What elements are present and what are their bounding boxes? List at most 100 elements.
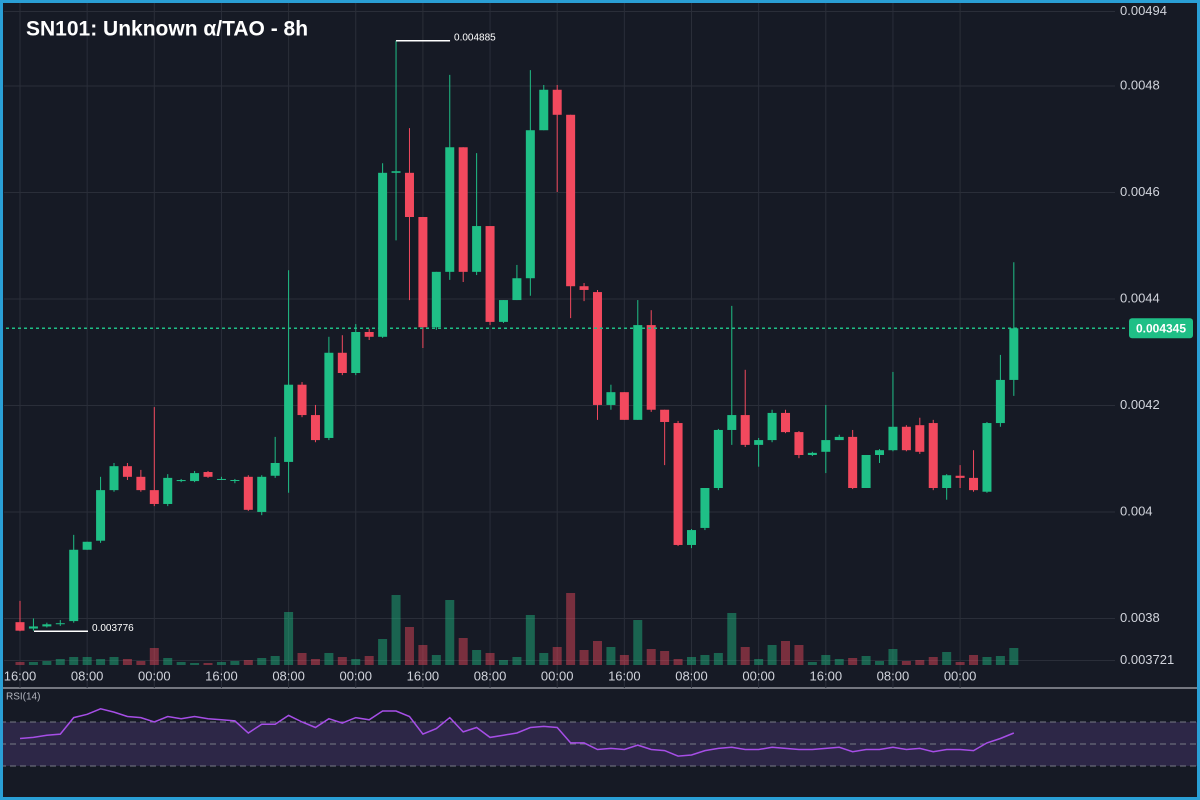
candle-body <box>727 415 737 430</box>
candle-body <box>875 450 885 455</box>
candle-body <box>915 425 925 452</box>
candle-body <box>525 130 535 279</box>
y-tick-label: 0.004 <box>1120 503 1153 518</box>
plot: 0.003721 0.0038 0.004 0.0042 0.0044 0.0046 0.0… <box>0 0 1200 767</box>
x-tick-label: 08:00 <box>71 668 104 683</box>
candle-body <box>969 477 979 491</box>
candle-body <box>431 271 441 328</box>
candle-body <box>754 440 764 445</box>
volume-bar <box>458 638 468 665</box>
volume-bar <box>861 656 871 665</box>
candle-body <box>687 530 696 545</box>
candle-body <box>700 488 710 528</box>
candle-body <box>740 415 750 445</box>
candle-body <box>176 480 186 482</box>
candle-body <box>995 379 1005 424</box>
candle-body <box>633 325 643 420</box>
volume-bar <box>203 663 213 665</box>
rsi-line <box>19 708 1015 757</box>
chart-title: SN101: Unknown α/TAO - 8h <box>26 18 308 41</box>
volume-bar <box>539 653 549 665</box>
volume-bar <box>633 620 643 665</box>
candle-body <box>660 409 670 422</box>
x-tick-label: 16:00 <box>608 668 641 683</box>
volume-bar <box>1009 648 1019 665</box>
candle-body <box>592 292 602 405</box>
volume-bar <box>740 647 750 665</box>
volume-bar <box>284 612 294 665</box>
y-tick-label: 0.0046 <box>1120 184 1160 199</box>
volume-bar <box>794 645 804 665</box>
volume-bar <box>687 657 696 665</box>
candle-body <box>230 480 240 482</box>
volume-bar <box>55 659 65 665</box>
volume-bar <box>606 647 616 665</box>
y-tick-label: 0.0042 <box>1120 397 1160 412</box>
volume-bar <box>807 662 817 665</box>
volume-bar <box>700 655 710 665</box>
volume-bar <box>942 652 952 665</box>
x-tick-label: 00:00 <box>138 668 171 683</box>
volume-bar <box>176 662 186 665</box>
candle-body <box>982 423 992 492</box>
candle-body <box>310 415 320 441</box>
x-tick-label: 08:00 <box>272 668 305 683</box>
volume-bar <box>109 657 119 665</box>
volume-bar <box>364 656 374 665</box>
volume-bar <box>888 649 898 665</box>
x-tick-label: 08:00 <box>877 668 910 683</box>
candle-body <box>284 384 294 462</box>
volume-bar <box>512 657 522 665</box>
volume-bar <box>660 651 670 665</box>
candle-body <box>445 147 455 272</box>
volume-bar <box>96 659 106 665</box>
candle-body <box>955 475 965 478</box>
y-tick-label: 0.00494 <box>1120 3 1167 18</box>
candle-body <box>337 352 347 374</box>
volume-bar <box>42 661 52 665</box>
candle-body <box>391 171 401 173</box>
candle-body <box>552 89 562 115</box>
x-tick-label: 00:00 <box>339 668 372 683</box>
candle-body <box>888 426 898 451</box>
candle-body <box>539 89 549 131</box>
volume-bar <box>834 659 844 665</box>
x-tick-label: 00:00 <box>944 668 977 683</box>
volume-bar <box>445 600 455 665</box>
candle-body <box>216 478 226 480</box>
volume-bar <box>431 655 441 665</box>
candle-body <box>942 475 952 489</box>
candle-body <box>807 452 817 455</box>
volume-bar <box>378 639 388 665</box>
volume-bar <box>969 655 979 665</box>
volume-bar <box>525 615 535 665</box>
volume-bar <box>418 645 428 665</box>
volume-bar <box>297 653 307 665</box>
candle-body <box>203 472 213 477</box>
candle-body <box>646 325 656 410</box>
candle-body <box>297 384 307 416</box>
x-tick-label: 08:00 <box>474 668 507 683</box>
candle-body <box>713 429 723 489</box>
low-label: 0.003776 <box>92 623 134 634</box>
candle-body <box>122 466 132 477</box>
candle-body <box>901 426 911 451</box>
volume-bar <box>592 641 602 665</box>
candle-body <box>781 412 791 433</box>
volume-bar <box>190 663 200 665</box>
candle-body <box>848 436 858 489</box>
candle-body <box>163 477 173 504</box>
candle-body <box>257 476 267 512</box>
candle-body <box>821 440 831 452</box>
volume-bar <box>646 649 656 665</box>
candle-body <box>606 392 616 405</box>
candle-body <box>458 147 468 272</box>
volume-bar <box>915 660 925 665</box>
candle-body <box>1009 328 1019 380</box>
volume-bar <box>727 613 737 665</box>
volume-bar <box>875 661 885 665</box>
volume-bar <box>82 657 92 665</box>
volume-bar <box>781 641 791 665</box>
candle-body <box>190 473 200 482</box>
volume-bar <box>230 661 240 665</box>
